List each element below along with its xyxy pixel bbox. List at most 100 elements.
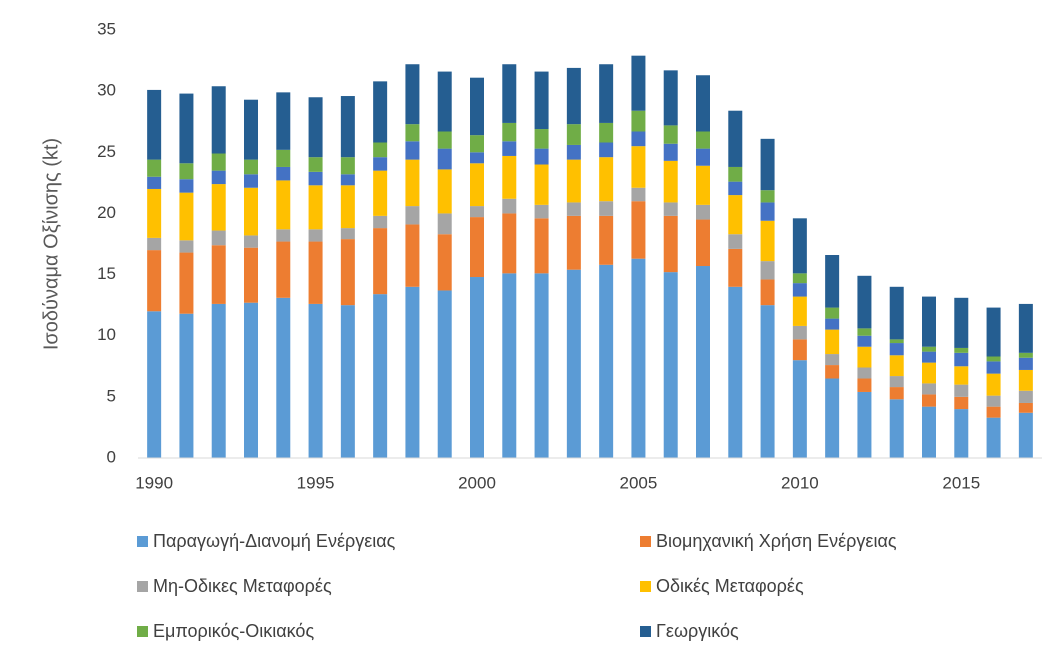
legend-label: Εμπορικός-Οικιακός (153, 621, 314, 641)
legend-label: Οδικές Μεταφορές (656, 576, 804, 596)
bar-segment (276, 297, 291, 458)
bar-segment (534, 204, 549, 219)
bar-segment (502, 64, 517, 123)
bar-segment (147, 237, 162, 251)
bar-segment (986, 356, 1001, 362)
bar-segment (276, 241, 291, 298)
bar-segment (857, 391, 872, 458)
y-tick-label: 15 (97, 264, 116, 283)
bar-segment (954, 352, 969, 367)
bar-segment (857, 378, 872, 392)
bar-segment (889, 343, 904, 356)
bar-segment (1018, 369, 1033, 391)
bar-segment (631, 55, 646, 111)
bar-segment (405, 159, 420, 207)
bar-segment (889, 339, 904, 344)
bar-segment (857, 328, 872, 336)
x-tick-label: 2010 (781, 473, 819, 492)
bar-segment (986, 307, 1001, 357)
bar-segment (179, 93, 194, 164)
bar-segment (211, 86, 226, 154)
bar-segment (470, 77, 484, 136)
bar-segment (663, 125, 678, 144)
bar-segment (211, 153, 226, 171)
bar-segment (340, 185, 355, 229)
bar-segment (696, 204, 710, 220)
bar-segment (954, 396, 969, 410)
bar-segment (470, 163, 484, 207)
bar-segment (728, 248, 743, 287)
bar-segment (631, 258, 646, 458)
bar-segment (728, 195, 743, 235)
bar-segment (599, 215, 614, 265)
bar-segment (405, 141, 420, 160)
bar-segment (1018, 303, 1033, 353)
x-tick-label: 2005 (620, 473, 658, 492)
bar-segment (502, 198, 517, 214)
bar-segment (889, 376, 904, 388)
bar-segment (340, 157, 355, 175)
bar-segment (1018, 352, 1033, 358)
y-tick-label: 25 (97, 142, 116, 161)
bar-segment (211, 184, 226, 231)
bar-segment (663, 70, 678, 126)
bar-segment (340, 239, 355, 306)
bar-segment (470, 135, 484, 153)
bar-segment (566, 269, 581, 458)
x-tick-label: 2015 (942, 473, 980, 492)
y-tick-label: 5 (107, 386, 116, 405)
bar-segment (954, 409, 969, 458)
bar-segment (502, 213, 517, 274)
bar-segment (147, 159, 162, 177)
legend-label: Μη-Οδικες Μεταφορές (153, 576, 332, 596)
bar-segment (986, 406, 1001, 418)
bar-segment (825, 318, 840, 330)
bar-segment (663, 160, 678, 203)
x-tick-label: 2000 (458, 473, 496, 492)
bar-segment (308, 303, 323, 458)
bar-segment (696, 266, 710, 458)
bar-segment (405, 124, 420, 142)
bar-segment (534, 164, 549, 205)
bar-segment (922, 351, 936, 363)
bar-segment (308, 229, 323, 242)
bar-segment (825, 307, 840, 319)
bar-segment (276, 229, 291, 242)
y-tick-label: 20 (97, 203, 116, 222)
bar-segment (954, 384, 969, 397)
bar-segment (922, 296, 936, 347)
bar-segment (373, 81, 388, 143)
bar-segment (599, 64, 614, 123)
bar-segment (599, 142, 614, 158)
bar-segment (728, 110, 743, 167)
bar-segment (179, 192, 194, 241)
bar-segment (889, 399, 904, 458)
bar-segment (696, 219, 710, 267)
bar-segment (922, 346, 936, 352)
bar-segment (276, 180, 291, 230)
bar-segment (437, 169, 452, 214)
bar-segment (728, 181, 743, 196)
bar-segment (954, 297, 969, 348)
y-tick-label: 30 (97, 81, 116, 100)
bar-segment (986, 417, 1001, 458)
legend-swatch (137, 536, 148, 547)
bar-segment (663, 272, 678, 458)
bar-segment (340, 305, 355, 458)
bar-segment (760, 220, 775, 262)
bar-segment (631, 146, 646, 188)
bar-segment (696, 165, 710, 205)
bar-segment (502, 122, 517, 142)
bar-segment (599, 264, 614, 458)
bar-segment (566, 67, 581, 125)
bar-segment (340, 96, 355, 158)
bar-segment (922, 362, 936, 384)
bar-segment (502, 155, 517, 199)
bar-segment (825, 255, 840, 308)
bar-segment (631, 187, 646, 202)
bar-segment (179, 313, 194, 458)
bar-segment (825, 329, 840, 355)
bar-segment (373, 157, 388, 171)
bar-segment (857, 367, 872, 379)
